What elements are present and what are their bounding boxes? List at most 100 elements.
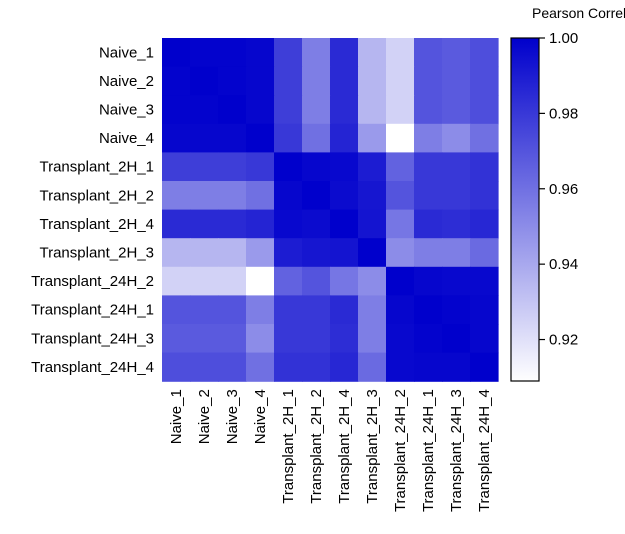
heatmap-cell [330, 152, 359, 182]
column-labels: Naive_1 Naive_2 Naive_3 Naive_4 Transplant_2… [168, 389, 493, 512]
heatmap-cell [274, 123, 303, 153]
heatmap-cell [358, 66, 387, 96]
heatmap-cell [302, 95, 331, 125]
heatmap-cell [330, 209, 359, 239]
heatmap-cell [386, 123, 415, 153]
heatmap-cell [162, 95, 191, 125]
heatmap-cell [302, 352, 331, 382]
heatmap-cell [246, 66, 275, 96]
heatmap-cell [162, 324, 191, 354]
column-label: Transplant_2H_1 [280, 389, 297, 504]
heatmap-cell [442, 66, 471, 96]
heatmap-cell [414, 266, 443, 296]
heatmap-cell [386, 66, 415, 96]
heatmap-cell [414, 209, 443, 239]
heatmap-cell [442, 209, 471, 239]
row-label: Transplant_2H_3 [39, 245, 154, 262]
heatmap-cell [246, 181, 275, 211]
heatmap-cell [246, 209, 275, 239]
column-label: Transplant_2H_2 [308, 389, 325, 504]
heatmap-cell [190, 352, 219, 382]
heatmap-cell [302, 181, 331, 211]
heatmap-cell [386, 352, 415, 382]
heatmap-cell [246, 295, 275, 325]
heatmap-cell [470, 123, 499, 153]
colorbar-tick-label: 1.00 [549, 30, 578, 47]
heatmap-cell [470, 352, 499, 382]
heatmap-cell [414, 324, 443, 354]
row-label: Transplant_2H_1 [39, 159, 154, 176]
heatmap-cell [358, 266, 387, 296]
heatmap-cell [414, 38, 443, 68]
heatmap-cell [442, 123, 471, 153]
heatmap-cell [442, 324, 471, 354]
heatmap-cell [274, 38, 303, 68]
heatmap-cell [386, 238, 415, 268]
heatmap-cell [386, 38, 415, 68]
row-label: Transplant_24H_4 [31, 359, 154, 376]
heatmap-cell [414, 352, 443, 382]
heatmap-cell [470, 66, 499, 96]
heatmap-cell [162, 209, 191, 239]
heatmap-cell [274, 209, 303, 239]
heatmap-cell [358, 209, 387, 239]
heatmap-cell [162, 66, 191, 96]
heatmap-cell [386, 181, 415, 211]
heatmap-cell [162, 38, 191, 68]
heatmap-cell [414, 181, 443, 211]
heatmap-cell [190, 38, 219, 68]
row-label: Transplant_24H_2 [31, 273, 154, 290]
heatmap-cell [274, 66, 303, 96]
heatmap-cell [414, 152, 443, 182]
heatmap-cell [302, 209, 331, 239]
heatmap-cell [246, 38, 275, 68]
heatmap-cell [358, 181, 387, 211]
colorbar-ticks: 0.92 0.94 0.96 0.98 1.00 [539, 30, 578, 349]
column-label: Naive_4 [252, 389, 269, 444]
heatmap-cell [442, 238, 471, 268]
heatmap-cell [218, 324, 247, 354]
colorbar-tick-label: 0.96 [549, 181, 578, 198]
heatmap-cell [386, 95, 415, 125]
heatmap-cell [470, 38, 499, 68]
heatmap-cell [470, 209, 499, 239]
heatmap-cell [302, 238, 331, 268]
heatmap-cell [442, 95, 471, 125]
colorbar-tick-label: 0.94 [549, 256, 578, 273]
heatmap-cell [190, 324, 219, 354]
column-label: Naive_2 [196, 389, 213, 444]
heatmap-cell [302, 123, 331, 153]
heatmap-cell [218, 123, 247, 153]
heatmap-cell [470, 238, 499, 268]
heatmap-cell [162, 123, 191, 153]
heatmap-cell [218, 38, 247, 68]
heatmap-cell [218, 209, 247, 239]
heatmap-cell [470, 181, 499, 211]
heatmap-cell [442, 181, 471, 211]
row-label: Transplant_2H_2 [39, 187, 154, 204]
row-label: Transplant_24H_1 [31, 302, 154, 319]
heatmap-cell [190, 95, 219, 125]
heatmap-cells [162, 38, 499, 382]
heatmap-cell [190, 181, 219, 211]
heatmap-cell [330, 238, 359, 268]
heatmap-cell [414, 123, 443, 153]
row-label: Naive_3 [99, 102, 154, 119]
column-label: Transplant_2H_3 [364, 389, 381, 504]
heatmap-cell [162, 352, 191, 382]
heatmap-cell [162, 266, 191, 296]
heatmap-cell [442, 152, 471, 182]
column-label: Transplant_2H_4 [336, 389, 353, 504]
heatmap-cell [190, 123, 219, 153]
heatmap-cell [218, 352, 247, 382]
heatmap-cell [442, 266, 471, 296]
heatmap-cell [274, 181, 303, 211]
column-label: Naive_1 [168, 389, 185, 444]
heatmap-cell [358, 238, 387, 268]
heatmap-cell [470, 152, 499, 182]
column-label: Transplant_24H_3 [448, 389, 465, 512]
column-label: Transplant_24H_4 [476, 389, 493, 512]
heatmap-cell [330, 266, 359, 296]
row-label: Naive_1 [99, 44, 154, 61]
